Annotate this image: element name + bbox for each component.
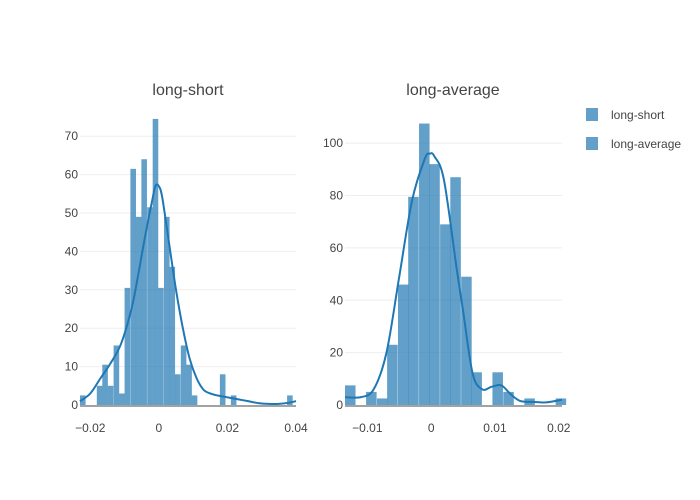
kde-curve[interactable] [79, 183, 297, 405]
histogram-bars[interactable] [80, 118, 293, 406]
x-tick-label: −0.01 [352, 421, 383, 435]
x-tick-labels: −0.02 0 0.02 0.04 [75, 421, 308, 435]
y-tick-label: 40 [65, 244, 79, 258]
histogram-bar[interactable] [440, 224, 451, 405]
y-tick-labels: 0 10 20 30 40 50 60 70 [65, 129, 79, 412]
y-tick-label: 20 [65, 321, 79, 335]
legend-label-long-average: long-average [611, 137, 681, 151]
legend-label-long-short: long-short [611, 108, 665, 122]
y-tick-label: 10 [65, 360, 79, 374]
y-tick-label: 0 [336, 398, 343, 412]
histogram-bar[interactable] [503, 391, 514, 405]
histogram-bar[interactable] [366, 391, 377, 405]
histogram-bar[interactable] [124, 287, 131, 405]
y-tick-label: 0 [71, 398, 78, 412]
histogram-bar[interactable] [191, 395, 198, 405]
legend-item-long-short[interactable]: long-short [586, 108, 665, 122]
panel-title-long-average: long-average [406, 82, 500, 99]
gridlines [80, 135, 296, 368]
y-tick-label: 100 [323, 136, 343, 150]
x-tick-label: −0.02 [75, 421, 106, 435]
panel-title-long-short: long-short [152, 82, 224, 99]
y-tick-labels: 0 20 40 60 80 100 [323, 136, 343, 412]
y-tick-label: 60 [65, 168, 79, 182]
y-tick-label: 30 [65, 283, 79, 297]
histogram-bar[interactable] [96, 385, 103, 405]
y-tick-label: 50 [65, 206, 79, 220]
histogram-bar[interactable] [180, 345, 187, 405]
histogram-bar[interactable] [141, 159, 147, 405]
histogram-bar[interactable] [152, 118, 159, 406]
panel-long-average: long-average 0 20 40 60 80 100 −0.01 0 0.01 0.02 [323, 82, 571, 435]
y-tick-label: 80 [330, 189, 344, 203]
x-tick-label: 0.02 [216, 421, 240, 435]
legend: long-short long-average [586, 108, 681, 151]
histogram-bar[interactable] [119, 393, 125, 405]
legend-swatch-long-average [586, 137, 598, 150]
histogram-bar[interactable] [102, 364, 108, 405]
histogram-bar[interactable] [135, 216, 142, 405]
histogram-bar[interactable] [376, 398, 388, 405]
y-tick-label: 40 [330, 293, 344, 307]
histogram-bar[interactable] [113, 345, 120, 405]
histogram-bar[interactable] [450, 177, 461, 405]
x-tick-label: 0.01 [483, 421, 507, 435]
histogram-bar[interactable] [345, 385, 356, 405]
x-tick-label: 0 [428, 421, 435, 435]
x-tick-label: 0 [156, 421, 163, 435]
panel-long-short: long-short 0 10 20 30 40 50 60 70 −0.02 0 0.02 0.0… [65, 82, 308, 435]
legend-item-long-average[interactable]: long-average [586, 137, 681, 151]
histogram-bar[interactable] [429, 164, 440, 405]
histogram-bar[interactable] [169, 266, 176, 405]
y-tick-label: 20 [330, 346, 344, 360]
y-tick-label: 70 [65, 129, 79, 143]
histogram-bar[interactable] [130, 168, 136, 405]
histogram-bar[interactable] [287, 395, 293, 405]
histogram-bar[interactable] [471, 372, 482, 405]
histogram-bar[interactable] [164, 216, 170, 405]
histogram-bar[interactable] [147, 207, 153, 405]
histogram-bar[interactable] [408, 196, 419, 405]
y-tick-label: 60 [330, 241, 344, 255]
histogram-bar[interactable] [230, 395, 237, 405]
histogram-bar[interactable] [107, 385, 114, 405]
histogram-bar[interactable] [174, 374, 181, 405]
histogram-bar[interactable] [492, 372, 503, 405]
histogram-bar[interactable] [419, 123, 430, 405]
histogram-bar[interactable] [397, 284, 409, 405]
histogram-bar[interactable] [186, 364, 192, 405]
x-tick-labels: −0.01 0 0.01 0.02 [352, 421, 571, 435]
x-tick-label: 0.04 [284, 421, 308, 435]
legend-swatch-long-short [586, 108, 598, 121]
histogram-bar[interactable] [387, 344, 398, 405]
histogram-bar[interactable] [158, 287, 164, 405]
kde-curve[interactable] [344, 152, 563, 404]
x-tick-label: 0.02 [547, 421, 571, 435]
histogram-bar[interactable] [219, 374, 226, 405]
histogram-bar[interactable] [555, 398, 567, 405]
